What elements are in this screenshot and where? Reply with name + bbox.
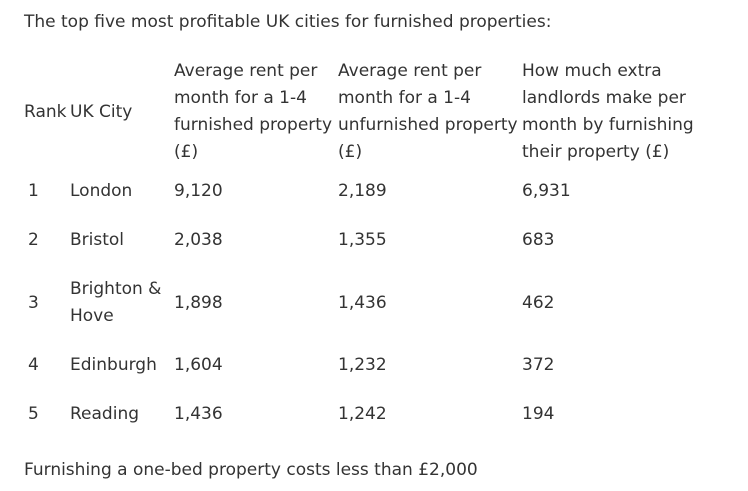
table-row: 3 Brighton & Hove 1,898 1,436 462 [24,265,714,341]
unfurnished-rent-cell: 1,242 [338,404,387,424]
extra-income-cell: 6,931 [522,181,571,201]
city-cell: Edinburgh [70,355,157,375]
furnished-rent-cell: 1,898 [174,292,223,313]
footer-note: Furnishing a one-bed property costs less… [24,460,478,480]
unfurnished-rent-cell: 1,355 [338,230,387,250]
header-unfurnished-rent: Average rent per month for a 1-4 unfurni… [338,61,518,162]
header-rank: Rank [24,101,67,122]
rank-cell: 3 [28,292,39,313]
extra-income-cell: 194 [522,404,555,424]
rank-cell: 4 [28,355,39,375]
table-row: 1 London 9,120 2,189 6,931 [24,167,714,216]
unfurnished-rent-cell: 1,436 [338,292,387,313]
table-header-row: Rank UK City Average rent per month for … [24,57,714,167]
rank-cell: 5 [28,404,39,424]
unfurnished-rent-cell: 2,189 [338,181,387,201]
profitable-cities-table: Rank UK City Average rent per month for … [24,57,714,439]
header-city: UK City [70,101,133,122]
extra-income-cell: 462 [522,292,555,313]
table-row: 4 Edinburgh 1,604 1,232 372 [24,341,714,390]
table-row: 2 Bristol 2,038 1,355 683 [24,216,714,265]
rank-cell: 2 [28,230,39,250]
table-row: 5 Reading 1,436 1,242 194 [24,390,714,439]
city-cell: Brighton & Hove [70,279,162,326]
furnished-rent-cell: 9,120 [174,181,223,201]
header-extra-income: How much extra landlords make per month … [522,61,694,162]
furnished-rent-cell: 2,038 [174,230,223,250]
furnished-rent-cell: 1,436 [174,404,223,424]
city-cell: Reading [70,404,140,424]
city-cell: London [70,181,133,201]
furnished-rent-cell: 1,604 [174,355,223,375]
rank-cell: 1 [28,181,39,201]
intro-text: The top five most profitable UK cities f… [24,12,552,32]
header-furnished-rent: Average rent per month for a 1-4 furnish… [174,61,333,162]
extra-income-cell: 683 [522,230,555,250]
city-cell: Bristol [70,230,125,250]
unfurnished-rent-cell: 1,232 [338,355,387,375]
extra-income-cell: 372 [522,355,555,375]
